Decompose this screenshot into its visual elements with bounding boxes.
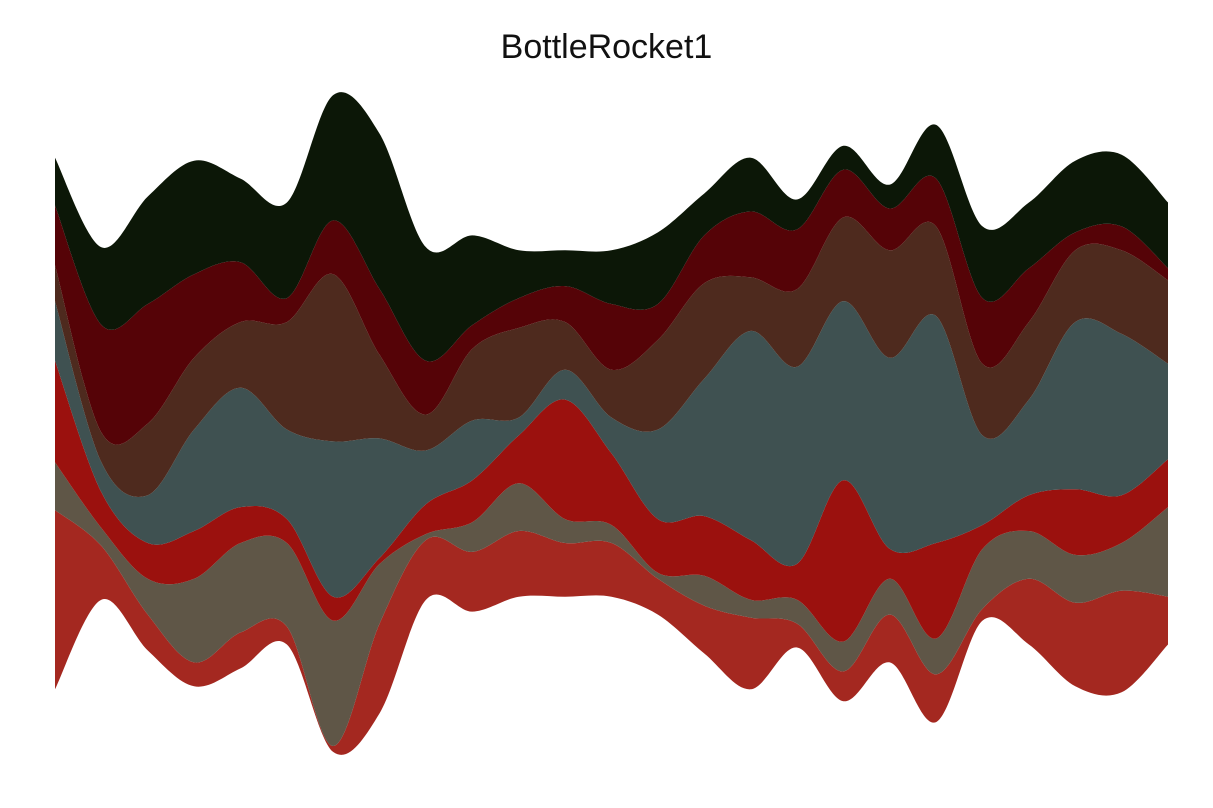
stream-layer-6 <box>55 169 1168 445</box>
chart-title: BottleRocket1 <box>500 28 713 66</box>
stream-layer-7 <box>55 92 1168 362</box>
stream-layer-3 <box>55 360 1168 642</box>
stream-layer-5 <box>55 216 1168 497</box>
stream-layer-2 <box>55 462 1168 747</box>
streamgraph-layers <box>55 92 1168 755</box>
stream-layer-4 <box>55 301 1168 598</box>
stream-layer-1 <box>55 510 1168 755</box>
